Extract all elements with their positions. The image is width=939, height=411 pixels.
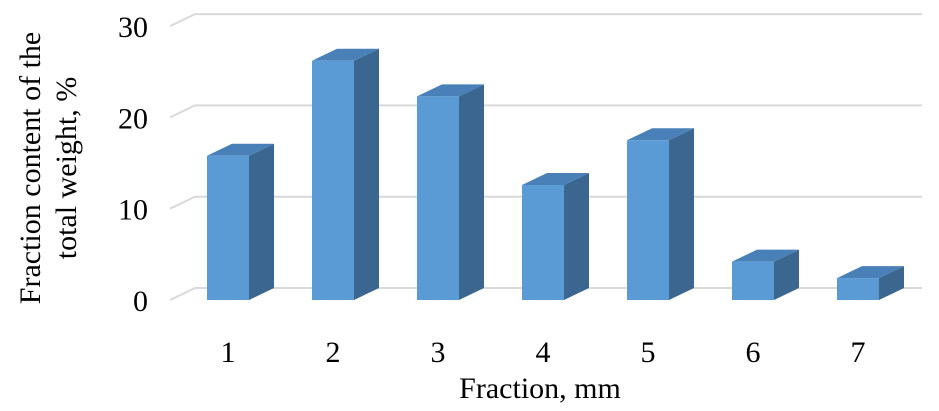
bar — [207, 143, 274, 300]
y-axis-title: Fraction content of the total weight, % — [14, 32, 83, 304]
x-tick-label: 4 — [536, 336, 551, 369]
bar-side — [774, 249, 799, 300]
bar-top — [312, 48, 379, 61]
x-tick-label: 6 — [746, 336, 761, 369]
bar — [732, 249, 799, 300]
bar-top — [417, 84, 484, 97]
bar-front — [627, 140, 669, 300]
bar-top — [732, 249, 799, 262]
bar-front — [837, 278, 879, 300]
bar-top — [837, 266, 904, 279]
y-tick-label: 10 — [118, 194, 148, 227]
bar-side — [564, 172, 589, 300]
bar-top — [627, 128, 694, 141]
bar — [417, 84, 484, 300]
x-tick-label: 3 — [431, 336, 446, 369]
bar-side — [669, 128, 694, 300]
y-axis-title-line-2: total weight, % — [50, 77, 83, 259]
bar-front — [417, 96, 459, 300]
bar-side — [879, 266, 904, 300]
bar-front — [522, 184, 564, 300]
bar — [837, 266, 904, 300]
y-axis-title-line-1: Fraction content of the — [14, 32, 47, 304]
bar-side — [354, 48, 379, 300]
bar-side — [249, 143, 274, 300]
x-tick-label: 1 — [221, 336, 236, 369]
y-tick-label: 20 — [118, 102, 148, 135]
x-axis-title: Fraction, mm — [459, 372, 621, 405]
y-tick-labels: 0 10 20 30 — [118, 11, 148, 318]
bar-top — [207, 143, 274, 156]
bars — [207, 48, 904, 300]
bar-front — [732, 261, 774, 300]
gridline — [169, 104, 922, 119]
x-tick-label: 7 — [851, 336, 866, 369]
bar — [522, 172, 589, 300]
bar — [312, 48, 379, 300]
bar — [627, 128, 694, 300]
x-tick-label: 2 — [326, 336, 341, 369]
bar-top — [522, 172, 589, 185]
bar-front — [207, 155, 249, 300]
bar-side — [459, 84, 484, 300]
bar-front — [312, 60, 354, 300]
gridline — [169, 13, 922, 28]
x-tick-labels: 1 2 3 4 5 6 7 — [221, 336, 866, 369]
y-tick-label: 0 — [133, 285, 148, 318]
y-tick-label: 30 — [118, 11, 148, 44]
x-tick-label: 5 — [641, 336, 656, 369]
